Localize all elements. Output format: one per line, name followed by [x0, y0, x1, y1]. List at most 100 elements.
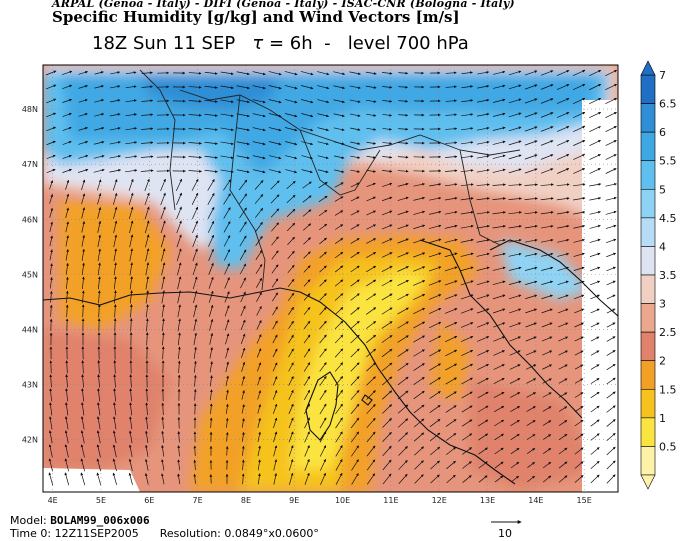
- wind-arrow: [224, 277, 230, 289]
- wind-arrow: [97, 193, 102, 205]
- wind-arrow: [366, 127, 377, 131]
- wind-arrow: [476, 294, 490, 300]
- wind-arrow: [128, 444, 133, 458]
- wind-arrow: [318, 209, 328, 217]
- wind-arrow: [177, 290, 182, 304]
- wind-arrow: [193, 388, 197, 401]
- wind-arrow: [80, 416, 85, 430]
- wind-arrow: [188, 71, 202, 75]
- wind-arrow: [397, 182, 409, 187]
- wind-arrow: [241, 431, 245, 442]
- wind-arrow: [333, 127, 345, 132]
- wind-arrow: [255, 221, 263, 232]
- wind-arrow: [429, 349, 442, 357]
- wind-arrow: [558, 378, 568, 384]
- wind-arrow: [97, 206, 102, 219]
- wind-arrow: [476, 252, 490, 257]
- wind-arrow: [540, 112, 554, 118]
- wind-arrow: [208, 262, 214, 275]
- wind-arrow: [49, 207, 54, 218]
- wind-arrow: [271, 278, 279, 288]
- latitude-labels: 48N 47N 46N 45N 44N 43N 42N: [22, 105, 38, 445]
- wind-arrow: [558, 350, 568, 356]
- wind-arrow: [145, 444, 149, 457]
- wind-arrow: [220, 113, 234, 118]
- wind-arrow: [526, 420, 536, 426]
- wind-arrow: [428, 294, 442, 300]
- wind-arrow: [161, 304, 165, 318]
- wind-arrow: [188, 113, 202, 117]
- wind-arrow: [493, 350, 505, 356]
- wind-arrow: [476, 168, 490, 173]
- wind-arrow: [272, 348, 278, 358]
- wind-arrow: [382, 99, 393, 103]
- wind-arrow: [590, 266, 601, 272]
- wind-arrow: [445, 349, 458, 357]
- wind-arrow: [161, 248, 166, 262]
- wind-arrow: [542, 420, 552, 426]
- wind-arrow: [366, 390, 376, 400]
- wind-arrow: [225, 445, 229, 456]
- wind-arrow: [526, 392, 536, 398]
- wind-arrow: [366, 334, 377, 344]
- wind-arrow: [78, 126, 88, 131]
- wind-arrow: [62, 154, 72, 159]
- wind-arrow: [46, 98, 57, 104]
- wind-arrow: [161, 473, 165, 485]
- wind-arrow: [49, 374, 53, 388]
- wind-arrow: [177, 332, 181, 346]
- colorbar-swatch: [640, 103, 656, 133]
- wind-arrow: [113, 374, 117, 388]
- wind-arrow: [428, 252, 442, 258]
- wind-arrow: [207, 192, 215, 205]
- lon-label: 4E: [48, 496, 58, 505]
- wind-arrow: [366, 362, 376, 372]
- wind-arrow: [144, 178, 150, 191]
- colorbar-label: 2.5: [659, 326, 677, 339]
- wind-arrow: [319, 237, 327, 245]
- wind-arrow: [193, 459, 197, 470]
- wind-arrow: [366, 403, 376, 414]
- wind-arrow: [557, 280, 569, 286]
- wind-arrow: [508, 154, 522, 160]
- wind-arrow: [476, 224, 490, 229]
- wind-arrow: [477, 391, 489, 399]
- wind-arrow: [288, 362, 294, 372]
- wind-arrow: [397, 376, 409, 386]
- wind-arrow: [208, 290, 214, 303]
- wind-arrow: [161, 290, 166, 304]
- wind-arrow: [590, 294, 600, 300]
- wind-arrow: [112, 458, 117, 472]
- wind-arrow: [381, 376, 393, 386]
- wind-arrow: [65, 221, 70, 233]
- wind-arrow: [288, 417, 294, 429]
- wind-arrow: [573, 197, 586, 201]
- wind-arrow: [225, 347, 230, 359]
- wind-arrow: [112, 179, 118, 191]
- wind-arrow: [382, 473, 392, 485]
- wind-arrow: [333, 71, 346, 76]
- wind-arrow: [239, 207, 247, 219]
- wind-arrow: [62, 70, 73, 76]
- wind-arrow: [81, 262, 85, 275]
- wind-arrow: [125, 71, 137, 75]
- wind-arrow: [161, 402, 165, 415]
- wind-arrow: [271, 236, 279, 246]
- wind-arrow: [445, 141, 458, 145]
- wind-arrow: [558, 322, 569, 328]
- wind-arrow: [64, 472, 70, 486]
- wind-arrow: [413, 377, 425, 385]
- wind-arrow: [335, 431, 343, 443]
- wind-arrow: [590, 378, 600, 384]
- wind-arrow: [286, 194, 296, 204]
- wind-arrow: [109, 154, 121, 159]
- model-label: Model:: [10, 514, 47, 527]
- wind-arrow: [558, 461, 568, 469]
- wind-arrow: [177, 304, 182, 318]
- wind-arrow: [317, 141, 329, 146]
- wind-arrow: [398, 99, 409, 103]
- wind-arrow: [494, 447, 504, 455]
- wind-arrow: [65, 207, 70, 219]
- wind-arrow: [192, 220, 198, 234]
- wind-arrow: [445, 99, 457, 103]
